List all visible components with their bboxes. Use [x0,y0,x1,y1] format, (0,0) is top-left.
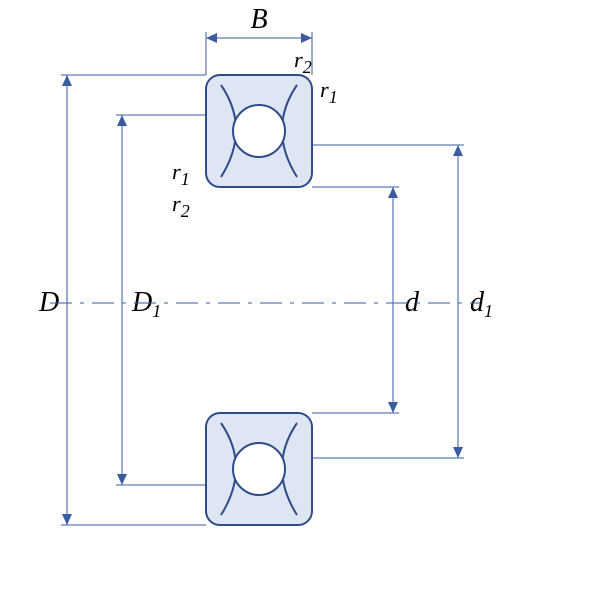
label-B: B [250,4,267,35]
label-r1-bottom-left: r1 [172,159,190,189]
label-r2-bottom-left: r2 [172,191,190,221]
label-r1-top-right: r1 [320,77,338,107]
label-d1: d1 [470,287,493,321]
label-D1: D1 [131,287,161,321]
label-r2-top: r2 [294,47,312,77]
